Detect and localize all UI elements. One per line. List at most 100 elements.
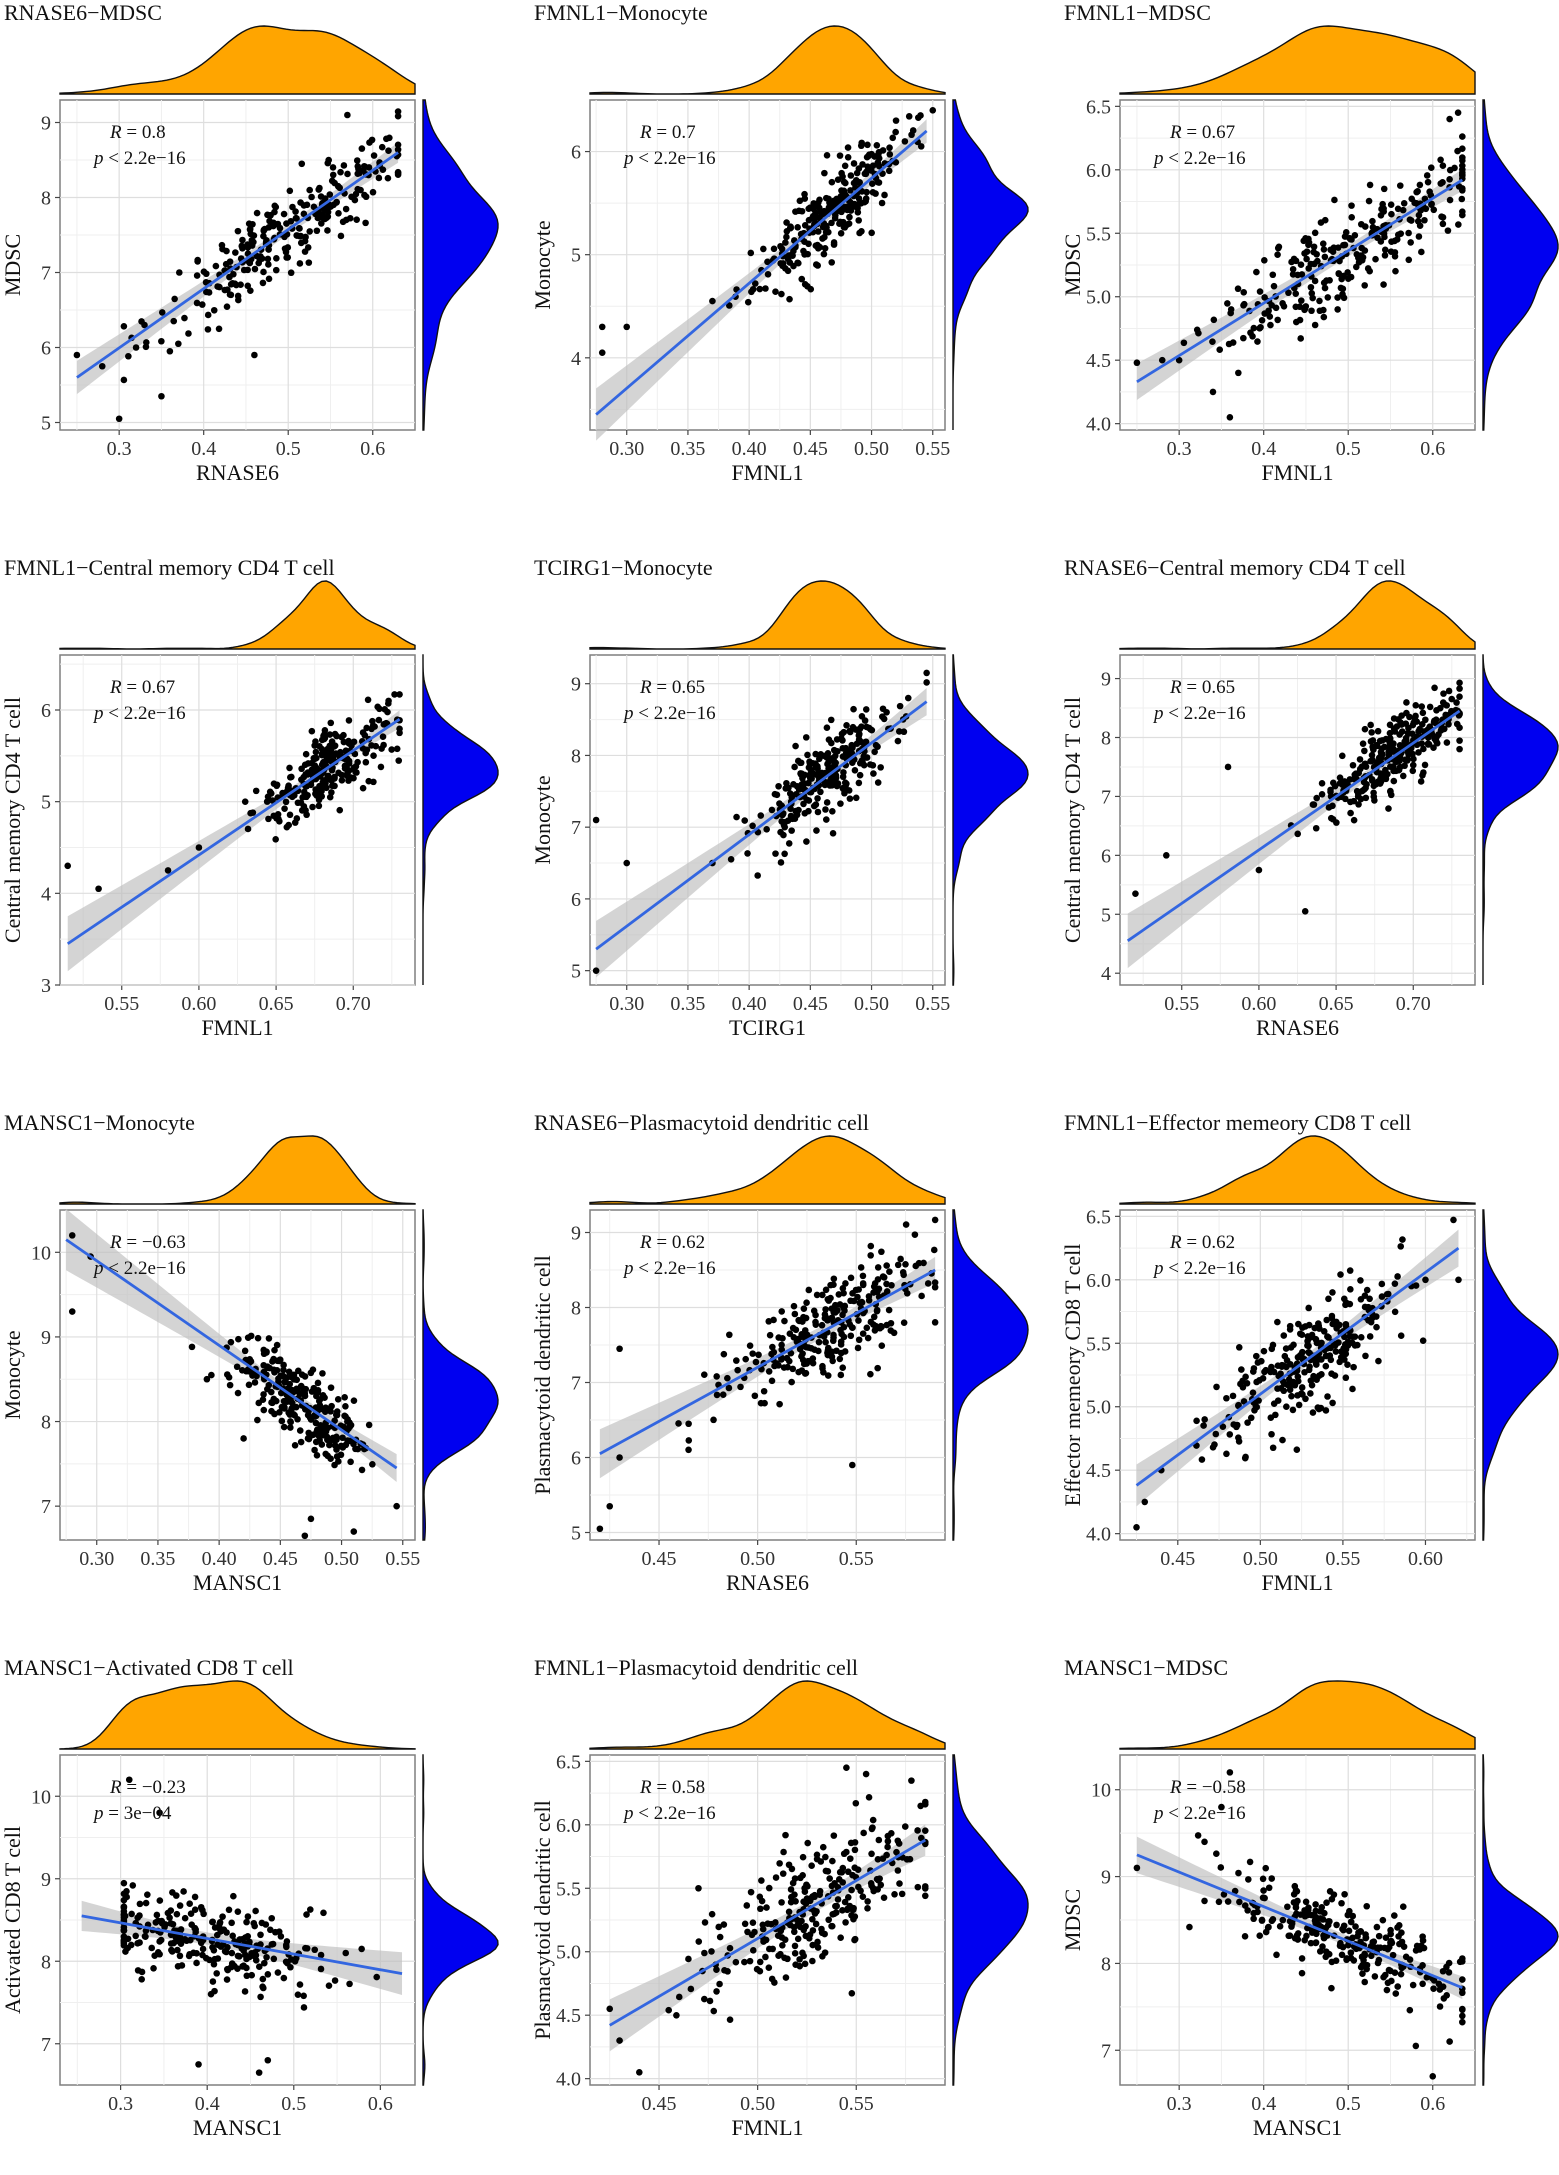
data-point <box>1297 261 1305 269</box>
data-point <box>844 154 852 161</box>
y-tick-label: 8 <box>571 745 581 767</box>
data-point <box>1412 701 1420 709</box>
data-point <box>846 1855 854 1862</box>
data-point <box>752 1358 760 1366</box>
correlation-p-label: p < 2.2e−16 <box>622 148 716 169</box>
data-point <box>181 314 188 322</box>
data-point <box>303 201 311 209</box>
data-point <box>847 207 855 214</box>
data-point <box>1382 1934 1390 1942</box>
data-point <box>1301 250 1308 257</box>
data-point <box>820 1368 827 1376</box>
data-point <box>931 1283 939 1291</box>
data-point <box>789 1365 797 1373</box>
data-point <box>1132 890 1139 897</box>
data-point <box>251 1379 259 1386</box>
data-point <box>1385 1966 1393 1974</box>
data-point <box>326 731 334 738</box>
data-point <box>358 145 366 152</box>
data-point <box>248 236 256 244</box>
y-tick-label: 7 <box>41 263 51 285</box>
data-point <box>924 1280 932 1287</box>
data-point <box>1459 1976 1466 1983</box>
data-point <box>244 244 252 251</box>
data-point <box>826 1875 833 1882</box>
data-point <box>713 1966 720 1974</box>
data-point <box>272 1928 279 1936</box>
data-point <box>822 816 830 823</box>
data-point <box>1416 222 1424 230</box>
data-point <box>1301 1368 1308 1376</box>
data-point <box>365 1421 373 1429</box>
data-point <box>813 1291 821 1299</box>
data-point <box>1391 237 1398 245</box>
data-point <box>393 745 401 753</box>
data-point <box>782 1831 789 1839</box>
data-point <box>764 271 772 278</box>
data-point <box>378 143 386 151</box>
data-point <box>1303 255 1310 263</box>
data-point <box>276 224 284 232</box>
data-point <box>307 1369 315 1377</box>
data-point <box>1255 866 1263 874</box>
data-point <box>287 1956 295 1963</box>
data-point <box>358 1466 366 1474</box>
data-point <box>1331 782 1339 790</box>
data-point <box>758 1897 766 1905</box>
data-point <box>878 1342 886 1350</box>
data-point <box>724 1374 731 1382</box>
data-point <box>1312 1907 1320 1915</box>
data-point <box>329 164 337 171</box>
data-point <box>293 815 301 822</box>
data-point <box>1397 230 1405 237</box>
data-point <box>1201 1838 1208 1846</box>
data-point <box>317 193 325 200</box>
data-point <box>783 219 790 226</box>
data-point <box>852 794 860 802</box>
data-point <box>847 172 855 179</box>
x-tick-label: 0.55 <box>385 1548 420 1570</box>
data-point <box>1175 356 1183 364</box>
data-point <box>1362 1931 1369 1938</box>
data-point <box>318 793 326 800</box>
data-point <box>370 778 377 786</box>
data-point <box>766 1331 774 1339</box>
data-point <box>270 1355 277 1363</box>
data-point <box>326 793 334 801</box>
data-point <box>311 1446 318 1454</box>
data-point <box>1320 313 1328 321</box>
data-point <box>1320 246 1328 253</box>
correlation-p-label: p < 2.2e−16 <box>1152 1803 1246 1824</box>
data-point <box>701 1919 709 1926</box>
x-tick-label: 0.65 <box>1319 993 1354 1015</box>
data-point <box>318 220 325 227</box>
data-point <box>366 139 373 146</box>
data-point <box>1313 794 1320 802</box>
data-point <box>300 1992 307 2000</box>
data-point <box>1451 164 1458 172</box>
data-point <box>1418 703 1426 710</box>
data-point <box>1229 1392 1237 1400</box>
data-point <box>1439 699 1447 706</box>
chart-panel-2: FMNL1−Monocyte 0.30 0.35 0.40 0.45 0.50 0.55 4 5… <box>530 0 1030 520</box>
data-point <box>808 1345 815 1352</box>
data-point <box>855 1317 862 1324</box>
data-point <box>716 1980 723 1988</box>
data-point <box>911 1231 919 1238</box>
data-point <box>849 759 856 766</box>
data-point <box>161 1923 168 1931</box>
data-point <box>598 349 606 356</box>
data-point <box>1415 233 1423 240</box>
data-point <box>1234 285 1242 293</box>
data-point <box>266 217 273 225</box>
data-point <box>1223 1450 1230 1458</box>
data-point <box>799 1356 807 1364</box>
data-point <box>1224 763 1232 771</box>
data-point <box>216 283 223 291</box>
data-point <box>1415 727 1422 735</box>
data-point <box>1419 709 1427 717</box>
data-point <box>1390 767 1397 775</box>
data-point <box>1321 216 1329 224</box>
data-point <box>1345 1927 1353 1935</box>
data-point <box>875 1836 883 1844</box>
